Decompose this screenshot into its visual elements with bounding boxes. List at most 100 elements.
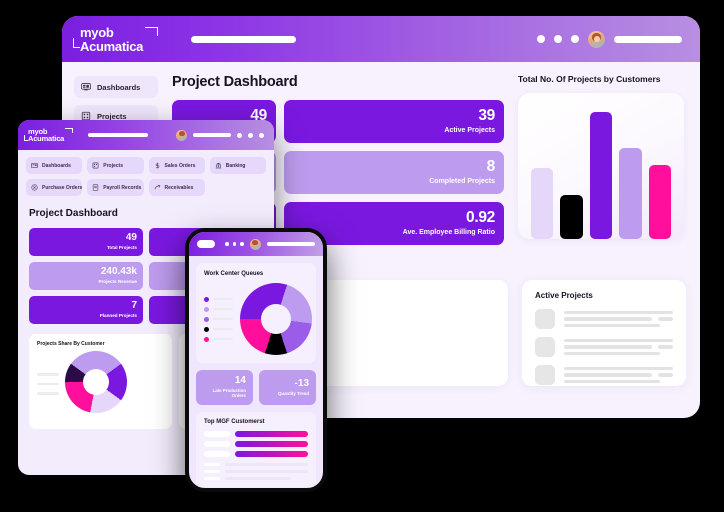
header-dot-3-icon[interactable]	[240, 242, 244, 246]
kpi-card-planned-projects[interactable]: 7 Planned Projects	[29, 296, 143, 324]
bar-0[interactable]	[531, 167, 554, 239]
placeholder-line-row	[564, 317, 673, 321]
top-mgf-customers-panel: Top MGF Customerst	[196, 412, 316, 487]
nav-chip-payroll-records[interactable]: Payroll Records	[87, 179, 144, 196]
donut-with-legend	[37, 351, 164, 413]
brand-line-2: Acumatica	[28, 134, 65, 143]
header-search-bar[interactable]	[88, 133, 149, 137]
list-item-thumbnail	[535, 365, 555, 385]
legend-line	[37, 373, 59, 376]
footer-row	[204, 477, 308, 480]
header-actions	[537, 30, 682, 48]
phone-menu-button[interactable]	[197, 240, 215, 248]
nav-chip-receivables[interactable]: Receivables	[148, 179, 205, 196]
purchase-orders-icon	[31, 184, 38, 191]
legend-item	[204, 296, 233, 302]
footer-row	[204, 463, 308, 466]
header-user-name-bar[interactable]	[614, 35, 682, 43]
placeholder-line-row	[564, 373, 673, 377]
bar-3[interactable]	[619, 147, 642, 239]
hbar-row[interactable]	[204, 431, 308, 437]
bar-2[interactable]	[589, 111, 613, 239]
logo-corner-bottom-left	[24, 134, 28, 141]
header-dot-2-icon[interactable]	[232, 242, 236, 246]
dashboard-right-column: Total No. Of Projects by Customers	[518, 74, 684, 418]
placeholder-line-row	[564, 345, 673, 349]
brand-logo[interactable]: myob Acumatica	[24, 126, 74, 143]
placeholder-line	[564, 351, 660, 355]
nav-chip-banking[interactable]: Banking	[209, 157, 266, 174]
header-dot-1-icon[interactable]	[537, 35, 545, 43]
hbar-row[interactable]	[204, 451, 308, 457]
stat-card-quantity-trend[interactable]: -13 Quantity Trend	[259, 370, 316, 405]
nav-chip-sales-orders[interactable]: Sales Orders	[148, 157, 205, 174]
header-search-bar[interactable]	[191, 35, 297, 43]
work-center-queues-donut-chart[interactable]	[240, 283, 312, 355]
stat-card-late-production-orders[interactable]: 14 Late Production Orders	[196, 370, 253, 405]
avatar[interactable]	[249, 238, 261, 250]
header-dot-2-icon[interactable]	[554, 35, 562, 43]
header-dot-2-icon[interactable]	[248, 132, 253, 138]
projects-icon	[81, 111, 91, 121]
header-dot-1-icon[interactable]	[237, 132, 242, 138]
hbar-2	[235, 451, 308, 457]
list-item-thumbnail	[535, 309, 555, 329]
header-dot-3-icon[interactable]	[259, 132, 264, 138]
legend-item	[204, 326, 233, 332]
list-item[interactable]	[535, 365, 673, 385]
projects-share-donut-card: Projects Share By Customer	[29, 334, 172, 429]
list-item[interactable]	[535, 337, 673, 357]
hbar-label	[204, 451, 230, 457]
placeholder-line	[564, 323, 660, 327]
phone-stat-cards: 14 Late Production Orders -13 Quantity T…	[196, 370, 316, 405]
laptop-nav-chips: Dashboards Projects Sales Orders Banking…	[18, 150, 274, 196]
kpi-value: 49	[250, 107, 267, 125]
kpi-card-active-projects[interactable]: 39 Active Projects	[284, 100, 504, 143]
hbar-row[interactable]	[204, 441, 308, 447]
brand-line-1: myob	[28, 126, 48, 136]
kpi-value: 39	[478, 107, 495, 125]
brand-logo[interactable]: myob Acumatica	[73, 26, 159, 53]
projects-share-donut-chart[interactable]	[65, 351, 127, 413]
sidebar-item-label: Projects	[97, 111, 127, 121]
avatar[interactable]	[176, 129, 187, 141]
kpi-card-total-projects[interactable]: 49 Total Projects	[29, 228, 143, 256]
dashboard-icon	[31, 162, 38, 169]
nav-chip-projects[interactable]: Projects	[87, 157, 144, 174]
sidebar-item-label: Dashboards	[97, 82, 141, 92]
active-projects-title: Active Projects	[535, 291, 593, 300]
kpi-card-completed-projects[interactable]: 8 Completed Projects	[284, 151, 504, 194]
list-item-thumbnail	[535, 337, 555, 357]
nav-chip-label: Projects	[103, 162, 123, 169]
sidebar-item-dashboards[interactable]: Dashboards	[74, 76, 158, 98]
kpi-card-billing-ratio[interactable]: 0.92 Ave. Employee Billing Ratio	[284, 202, 504, 245]
nav-chip-dashboards[interactable]: Dashboards	[26, 157, 83, 174]
header-dot-3-icon[interactable]	[571, 35, 579, 43]
nav-chip-label: Dashboards	[42, 162, 71, 169]
kpi-caption: Projects Revenue	[98, 278, 137, 284]
avatar[interactable]	[588, 30, 605, 48]
stat-caption: Quantity Trend	[278, 390, 309, 396]
kpi-caption: Planned Projects	[99, 312, 137, 318]
stat-caption: Late Production Orders	[212, 388, 246, 398]
header-user-name-bar[interactable]	[193, 133, 231, 137]
hbar-0	[235, 431, 308, 437]
nav-chip-purchase-orders[interactable]: Purchase Orders	[26, 179, 83, 196]
bottom-title: Top MGF Customerst	[204, 419, 265, 425]
bar-1[interactable]	[560, 194, 583, 239]
kpi-value: 8	[486, 158, 496, 176]
nav-chip-label: Payroll Records	[103, 184, 142, 191]
legend-item	[204, 306, 233, 312]
kpi-caption: Active Projects	[444, 126, 495, 134]
legend-item	[204, 336, 233, 342]
kpi-card-projects-revenue[interactable]: 240.43k Projects Revenue	[29, 262, 143, 290]
header-dot-1-icon[interactable]	[225, 242, 229, 246]
header-user-name-bar[interactable]	[266, 242, 315, 246]
list-item-lines	[564, 367, 673, 383]
page-title: Project Dashboard	[172, 74, 298, 90]
kpi-caption: Total Projects	[106, 244, 137, 250]
bar-4[interactable]	[648, 165, 672, 239]
list-item[interactable]	[535, 309, 673, 329]
legend-item	[204, 316, 233, 322]
payroll-icon	[93, 184, 99, 191]
